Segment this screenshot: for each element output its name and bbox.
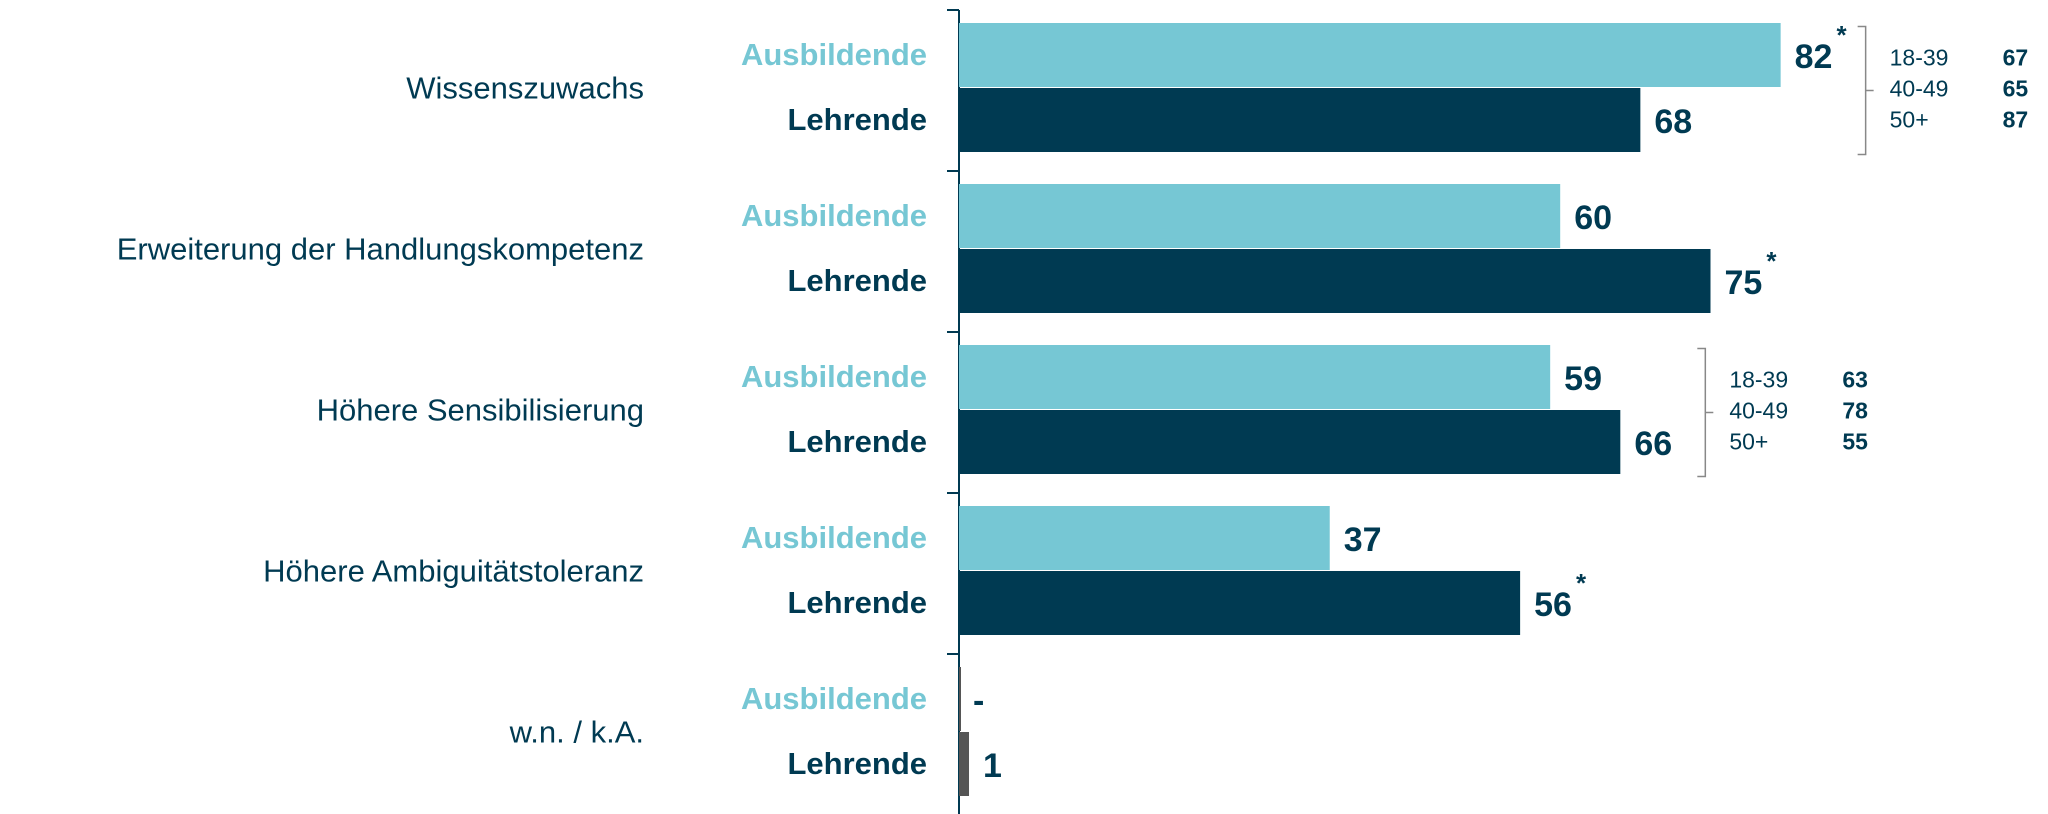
bracket <box>1697 347 1714 478</box>
breakdown-value: 87 <box>2003 107 2029 133</box>
bar <box>959 88 1641 152</box>
bar <box>959 184 1561 248</box>
breakdown-group: 18-39 <box>1890 45 1949 71</box>
series-label: Lehrende <box>787 585 927 620</box>
bar <box>959 249 1711 313</box>
bar-stub <box>959 667 961 731</box>
value-label: 37 <box>1344 521 1382 559</box>
bar <box>959 732 970 796</box>
category-label: w.n. / k.A. <box>509 715 644 750</box>
series-label: Lehrende <box>787 424 927 459</box>
bar <box>959 571 1521 635</box>
value-label: 1 <box>983 747 1002 785</box>
significance-marker: * <box>1576 568 1587 598</box>
breakdown-group: 18-39 <box>1729 367 1788 393</box>
series-label: Lehrende <box>787 746 927 781</box>
breakdown-value: 78 <box>1842 398 1868 424</box>
value-label: 56 <box>1534 586 1572 624</box>
significance-marker: * <box>1836 20 1847 50</box>
value-label: 75 <box>1725 264 1763 302</box>
breakdown-value: 65 <box>2003 76 2029 102</box>
value-label: 60 <box>1574 199 1612 237</box>
category-label: Höhere Sensibilisierung <box>317 393 644 428</box>
breakdown-group: 50+ <box>1729 429 1768 455</box>
significance-marker: * <box>1766 246 1777 276</box>
bracket <box>1857 25 1874 156</box>
series-label: Ausbildende <box>741 37 927 72</box>
breakdown-group: 50+ <box>1890 107 1929 133</box>
series-label: Ausbildende <box>741 198 927 233</box>
breakdown-group: 40-49 <box>1729 398 1788 424</box>
breakdown-value: 55 <box>1842 429 1868 455</box>
series-label: Lehrende <box>787 102 927 137</box>
bar <box>959 410 1621 474</box>
value-label: 59 <box>1564 360 1602 398</box>
value-label: 82 <box>1795 38 1833 76</box>
value-label: 66 <box>1634 425 1672 463</box>
value-label: - <box>973 682 984 720</box>
bar <box>959 23 1781 87</box>
category-label: Wissenszuwachs <box>406 71 644 106</box>
category-label: Höhere Ambiguitätstoleranz <box>263 554 644 589</box>
bar <box>959 506 1330 570</box>
category-label: Erweiterung der Handlungskompetenz <box>117 232 644 267</box>
breakdown-value: 63 <box>1842 367 1868 393</box>
series-label: Lehrende <box>787 263 927 298</box>
breakdown-value: 67 <box>2003 45 2029 71</box>
bar <box>959 345 1551 409</box>
series-label: Ausbildende <box>741 520 927 555</box>
value-label: 68 <box>1654 103 1692 141</box>
series-label: Ausbildende <box>741 681 927 716</box>
series-label: Ausbildende <box>741 359 927 394</box>
breakdown-group: 40-49 <box>1890 76 1949 102</box>
